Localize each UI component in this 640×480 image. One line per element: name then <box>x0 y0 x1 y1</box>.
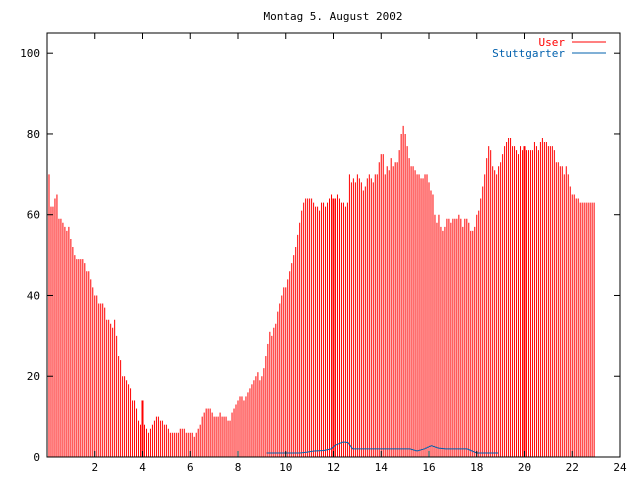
x-tick-label: 10 <box>279 461 292 474</box>
x-tick-label: 2 <box>91 461 98 474</box>
y-tick-label: 100 <box>20 47 40 60</box>
y-tick-label: 80 <box>27 128 40 141</box>
x-tick-label: 16 <box>422 461 435 474</box>
x-tick-label: 18 <box>470 461 483 474</box>
user-spikes <box>141 146 526 457</box>
user-bars <box>46 125 595 457</box>
stuttgarter-line <box>266 441 499 454</box>
y-tick-label: 60 <box>27 209 40 222</box>
y-tick-label: 20 <box>27 370 40 383</box>
x-tick-label: 20 <box>518 461 531 474</box>
x-tick-label: 12 <box>327 461 340 474</box>
y-tick-label: 0 <box>33 451 40 464</box>
x-tick-label: 14 <box>375 461 389 474</box>
legend: User Stuttgarter <box>492 36 606 60</box>
x-tick-label: 8 <box>235 461 242 474</box>
chart-title: Montag 5. August 2002 <box>263 10 402 23</box>
legend-user-label: User <box>539 36 566 49</box>
y-tick-label: 40 <box>27 289 40 302</box>
x-tick-label: 6 <box>187 461 194 474</box>
x-tick-label: 4 <box>139 461 146 474</box>
legend-stuttgarter-label: Stuttgarter <box>492 47 565 60</box>
x-tick-label: 22 <box>566 461 579 474</box>
plot-border <box>46 32 621 458</box>
x-tick-label: 24 <box>613 461 627 474</box>
